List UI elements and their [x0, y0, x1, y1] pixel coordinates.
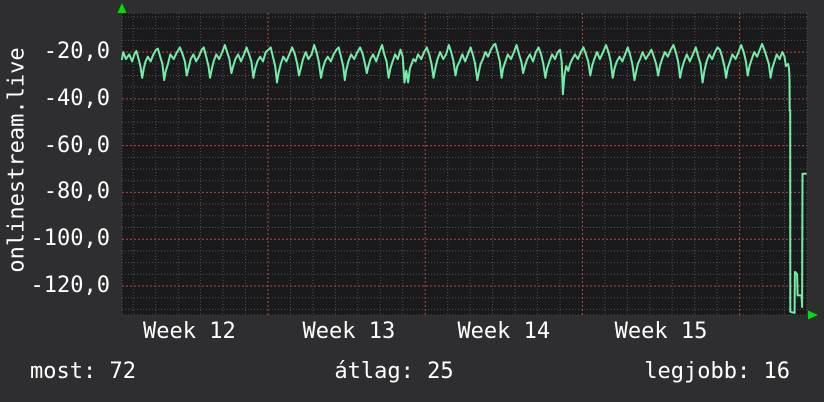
x-tick-label: Week 15 — [614, 319, 708, 344]
y-tick-label: -100,0 — [30, 226, 110, 252]
y-tick-label: -80,0 — [43, 179, 110, 205]
y-tick-label: -40,0 — [43, 85, 110, 111]
y-tick-label: -120,0 — [30, 272, 110, 298]
stat-legjobb: legjobb: 16 — [644, 359, 790, 384]
x-tick-label: Week 14 — [457, 319, 551, 344]
stat-most: most: 72 — [30, 359, 136, 384]
stat-atlag: átlag: 25 — [334, 359, 454, 384]
x-tick-label: Week 13 — [302, 319, 396, 344]
x-axis-arrow-icon — [808, 310, 818, 320]
y-axis-arrow-icon — [117, 3, 127, 13]
y-tick-label: -20,0 — [43, 39, 110, 65]
y-tick-label: -60,0 — [43, 132, 110, 158]
data-series-line — [121, 42, 807, 314]
x-tick-label: Week 12 — [143, 319, 236, 344]
